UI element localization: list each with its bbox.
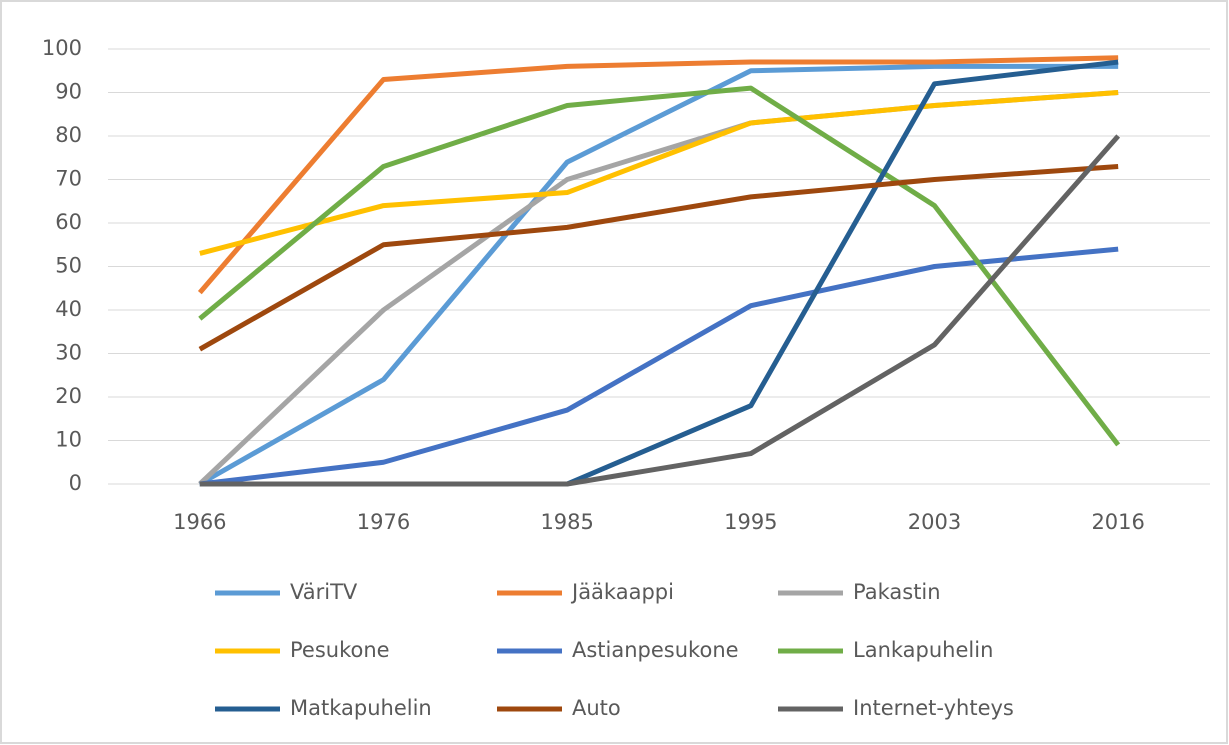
y-tick-label: 100 [42, 36, 82, 60]
legend-label: Pesukone [290, 638, 390, 662]
x-tick-label: 1976 [357, 510, 410, 534]
y-tick-label: 60 [55, 210, 82, 234]
legend-label: Jääkaappi [570, 580, 674, 604]
x-tick-label: 2016 [1091, 510, 1144, 534]
legend-label: Internet-yhteys [853, 696, 1014, 720]
y-tick-label: 50 [55, 254, 82, 278]
x-tick-label: 1966 [173, 510, 226, 534]
series-line [198, 163, 1119, 352]
y-tick-label: 0 [69, 471, 82, 495]
legend-label: Lankapuhelin [853, 638, 993, 662]
series-line [197, 55, 1119, 295]
series-line [198, 63, 1119, 487]
x-tick-label: 1995 [724, 510, 777, 534]
series-line [199, 134, 1121, 487]
series-line [199, 246, 1119, 487]
x-tick-label: 1985 [540, 510, 593, 534]
legend-label: Astianpesukone [572, 638, 739, 662]
y-tick-label: 10 [55, 428, 82, 452]
x-tick-label: 2003 [908, 510, 961, 534]
legend-label: Auto [572, 696, 621, 720]
y-tick-label: 80 [55, 123, 82, 147]
legend-label: Pakastin [853, 580, 941, 604]
series-line [199, 90, 1119, 256]
series-line [198, 85, 1121, 447]
y-tick-label: 70 [55, 167, 82, 191]
y-tick-label: 90 [55, 80, 82, 104]
y-tick-label: 20 [55, 384, 82, 408]
legend-label: VäriTV [290, 580, 358, 604]
legend-label: Matkapuhelin [290, 696, 432, 720]
y-tick-label: 30 [55, 341, 82, 365]
y-tick-label: 40 [55, 297, 82, 321]
